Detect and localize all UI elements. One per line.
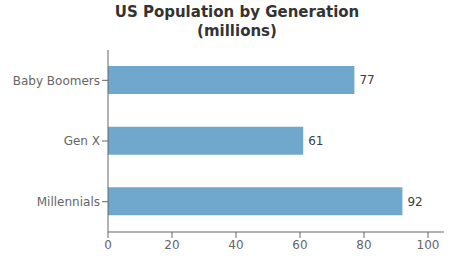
svg-text:80: 80 bbox=[356, 238, 371, 252]
svg-text:60: 60 bbox=[292, 238, 307, 252]
svg-text:61: 61 bbox=[308, 134, 323, 148]
svg-text:0: 0 bbox=[104, 238, 112, 252]
html-text:(millions): (millions) bbox=[197, 22, 277, 40]
svg-text:Baby Boomers: Baby Boomers bbox=[13, 74, 100, 88]
svg-text:77: 77 bbox=[359, 73, 374, 87]
svg-text:92: 92 bbox=[407, 195, 422, 209]
svg-text:Millennials: Millennials bbox=[37, 195, 100, 209]
svg-text:20: 20 bbox=[164, 238, 179, 252]
svg-text:40: 40 bbox=[228, 238, 243, 252]
svg-text:Gen X: Gen X bbox=[64, 134, 100, 148]
html-text:US Population by Generation: US Population by Generation bbox=[114, 3, 360, 21]
svg-text:100: 100 bbox=[417, 238, 440, 252]
